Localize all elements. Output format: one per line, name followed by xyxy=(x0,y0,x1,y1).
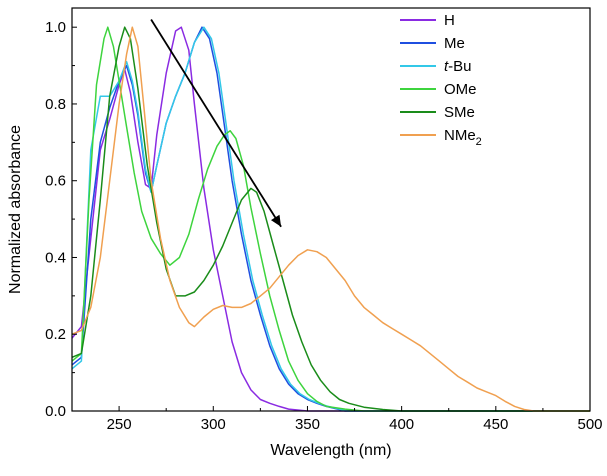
x-axis-ticks: 250 300 350 400 450 500 xyxy=(71,406,603,433)
y-tick-label: 0.4 xyxy=(45,249,66,266)
legend-label: Me xyxy=(444,35,465,52)
x-axis-label: Wavelength (nm) xyxy=(270,442,391,459)
chart-legend: H Me t-Bu OMe SMe NMe2 xyxy=(400,12,482,148)
series-line-nme2 xyxy=(71,26,590,412)
series-line-sme xyxy=(71,26,590,412)
legend-label-main: H xyxy=(444,12,455,29)
legend-label-main: SMe xyxy=(444,104,475,121)
x-tick-label: 300 xyxy=(201,416,226,433)
legend-label: H xyxy=(444,12,455,29)
legend-label-main: Me xyxy=(444,35,465,52)
y-axis-label: Normalized absorbance xyxy=(7,125,24,294)
legend-label-dash: - xyxy=(448,58,453,75)
x-tick-label: 500 xyxy=(577,416,602,433)
y-tick-label: 0.8 xyxy=(45,96,66,113)
x-tick-label: 250 xyxy=(107,416,132,433)
arrow-head xyxy=(271,214,282,227)
legend-label-italic: t xyxy=(444,58,449,75)
y-axis-ticks: 0.0 0.2 0.4 0.6 0.8 1.0 xyxy=(45,19,77,420)
x-tick-label: 350 xyxy=(295,416,320,433)
series-line-me xyxy=(71,26,590,412)
trend-arrow xyxy=(150,19,282,228)
series-line-h xyxy=(71,26,590,412)
x-tick-label: 450 xyxy=(483,416,508,433)
y-tick-label: 0.2 xyxy=(45,326,66,343)
x-tick-label: 400 xyxy=(389,416,414,433)
y-tick-label: 0.6 xyxy=(45,173,66,190)
legend-label-main: NMe xyxy=(444,127,476,144)
y-tick-label: 0.0 xyxy=(45,403,66,420)
y-tick-label: 1.0 xyxy=(45,19,66,36)
plot-frame xyxy=(71,7,591,412)
legend-label: OMe xyxy=(444,81,477,98)
arrow-shaft xyxy=(150,19,282,228)
legend-label-main: OMe xyxy=(444,81,477,98)
series-line-t-bu xyxy=(71,26,590,412)
chart-series-lines xyxy=(71,26,590,412)
legend-label: t-Bu xyxy=(444,58,472,75)
legend-label-subscript: 2 xyxy=(476,136,482,148)
series-line-ome xyxy=(71,26,590,412)
legend-label: SMe xyxy=(444,104,475,121)
legend-label-main: Bu xyxy=(453,58,471,75)
legend-label: NMe2 xyxy=(444,127,482,148)
